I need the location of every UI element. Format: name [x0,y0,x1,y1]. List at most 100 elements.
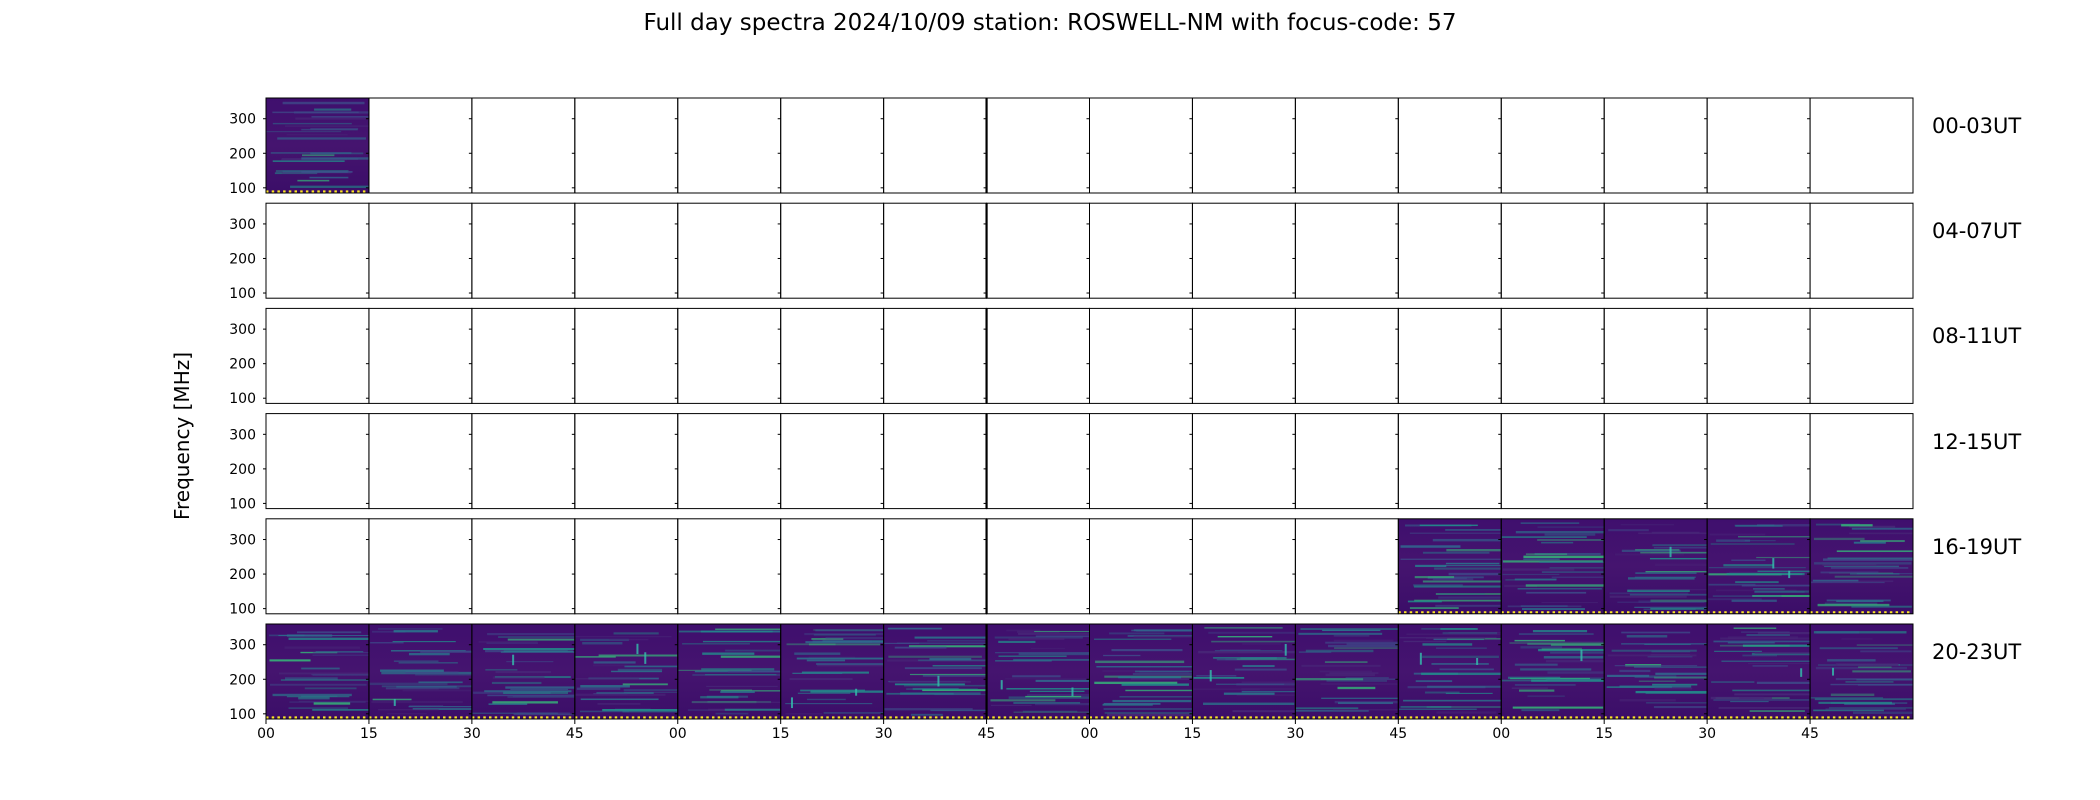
row-label: 08-11UT [1932,324,2022,349]
x-tick-label: 45 [566,726,584,742]
row-label: 16-19UT [1932,534,2022,559]
panel-frame [677,413,782,510]
panel-frame [1500,307,1605,404]
panel-frame [1294,518,1399,615]
panel-frame [1603,97,1708,194]
panel-frame [1089,97,1193,194]
panel-frame [1809,623,1914,720]
panel-frame [471,202,576,299]
spectrogram-panel [368,624,472,719]
panel-frame [265,202,370,299]
y-tick-label: 100 [229,707,256,723]
x-tick-label: 00 [257,726,275,742]
spectrogram-panel [266,98,369,193]
panel-frame [1191,97,1296,194]
panel-frame [265,518,370,615]
x-tick-label: 15 [360,726,378,742]
x-tick-label: 00 [1081,726,1099,742]
panel-frame [574,97,679,194]
panel-frame [883,97,988,194]
panel-frame [883,202,988,299]
panel-frame [883,518,988,615]
spectrogram-panel [780,624,884,719]
y-tick-label: 200 [229,251,256,267]
x-tick-label: 15 [772,726,790,742]
spectrogram-panel [1707,518,1811,614]
y-tick-label: 300 [229,638,256,654]
panel-frame [780,202,885,299]
row-label: 04-07UT [1932,219,2022,244]
panel-frame [1500,413,1605,510]
spectrogram-panel [1810,624,1913,719]
y-tick-label: 300 [229,322,256,338]
panel-frame [1809,97,1914,194]
panel-frame [1089,307,1193,404]
y-tick-label: 100 [229,286,256,302]
y-tick-label: 200 [229,672,256,688]
panel-frame [1809,307,1914,404]
x-tick-label: 45 [1389,726,1407,742]
x-tick-label: 15 [1595,726,1613,742]
y-tick-label: 200 [229,462,256,478]
panel-frame [265,413,370,510]
panel-frame [1294,413,1399,510]
spectrogram-panel [986,624,1090,719]
panel-frame [1089,413,1193,510]
spectrogram-panel [1501,518,1605,614]
y-tick-label: 300 [229,427,256,443]
y-tick-label: 300 [229,217,256,233]
panel-frame [1603,307,1708,404]
spectrogram-panel [1398,624,1502,719]
panel-frame [1706,97,1811,194]
panel-frame [883,307,988,404]
spectrogram-panel [1398,518,1502,614]
panel-frame [986,413,1090,510]
panel-frame [986,202,1090,299]
chart-title: Full day spectra 2024/10/09 station: ROS… [643,10,1457,36]
x-tick-label: 30 [1286,726,1304,742]
panel-frame [574,413,679,510]
panel-frame [1397,307,1502,404]
y-tick-label: 300 [229,533,256,549]
x-tick-label: 15 [1184,726,1202,742]
panel-frame [368,307,473,404]
panel-frame [574,518,679,615]
panel-frame [368,518,473,615]
panel-frame [1603,413,1708,510]
panel-frame [986,307,1090,404]
panel-frame [1294,307,1399,404]
panel-frame [1294,97,1399,194]
x-tick-label: 45 [1801,726,1819,742]
panel-frame [471,518,576,615]
spectrogram-panel [1810,518,1913,614]
panel-frame [368,413,473,510]
spectrogram-panel [1707,624,1811,719]
panel-frame [1809,202,1914,299]
y-tick-label: 300 [229,112,256,128]
panel-frame [1191,307,1296,404]
row-label: 20-23UT [1932,640,2022,664]
y-tick-label: 100 [229,181,256,197]
panel-frame [574,202,679,299]
spectrogram-panel [574,624,678,719]
panel-frame [677,97,782,194]
y-tick-label: 200 [229,146,256,162]
x-tick-label: 00 [1492,726,1510,742]
spectrogram-panel [1604,624,1708,719]
panel-frame [471,307,576,404]
panel-frame [574,307,679,404]
panel-frame [780,97,885,194]
panel-frame [1706,307,1811,404]
panel-frame [883,413,988,510]
spectrogram-panel [1604,518,1708,614]
panel-frame [1191,518,1296,615]
panel-frame [1191,202,1296,299]
panel-frame [1397,202,1502,299]
panel-frame [1500,202,1605,299]
spectrogram-panel [266,624,369,719]
x-tick-label: 30 [1698,726,1716,742]
spectrogram-panel [883,624,987,719]
panel-frame [1397,413,1502,510]
panel-frame [1706,202,1811,299]
